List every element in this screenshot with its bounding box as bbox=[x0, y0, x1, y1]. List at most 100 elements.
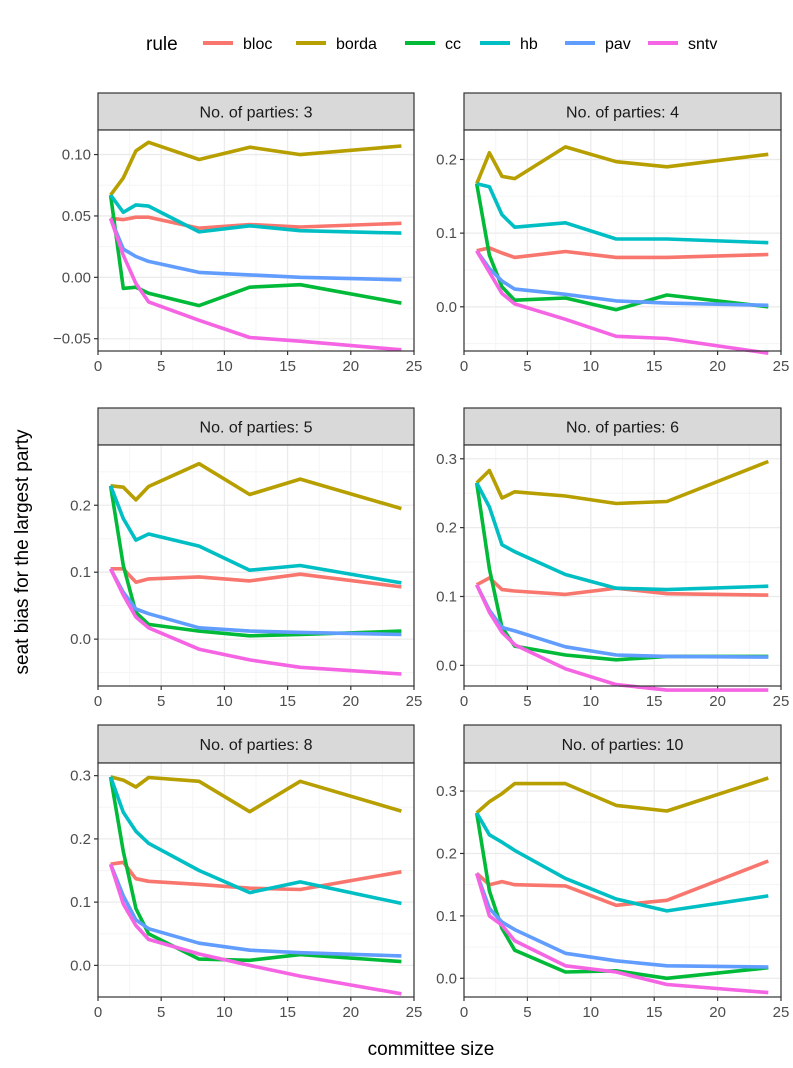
legend-entry-sntv: sntv bbox=[648, 36, 717, 53]
x-tick-label: 0 bbox=[94, 1004, 102, 1021]
legend-label-cc: cc bbox=[445, 36, 461, 53]
x-tick-label: 5 bbox=[157, 693, 165, 710]
panel-strip bbox=[463, 92, 782, 131]
panel-border bbox=[463, 762, 782, 998]
legend-title: rule bbox=[146, 34, 178, 55]
panel-border bbox=[97, 444, 415, 687]
panel-title: No. of parties: 6 bbox=[566, 420, 679, 437]
x-tick-label: 25 bbox=[406, 358, 423, 375]
x-tick-label: 25 bbox=[773, 693, 790, 710]
x-tick-label: 10 bbox=[216, 1004, 233, 1021]
x-tick-label: 10 bbox=[216, 358, 233, 375]
x-tick-label: 5 bbox=[523, 358, 531, 375]
x-tick-label: 10 bbox=[582, 358, 599, 375]
series-line-pav bbox=[108, 217, 402, 282]
series-line-hb bbox=[108, 776, 402, 906]
legend-label-sntv: sntv bbox=[688, 36, 717, 53]
panel-1: No. of parties: 3 0 5 10 15 20 25 −0.05 0.00 0.05… bbox=[53, 92, 423, 375]
legend-label-hb: hb bbox=[520, 36, 538, 53]
legend-entry-cc: cc bbox=[405, 36, 461, 53]
y-tick-label: 0.1 bbox=[70, 564, 91, 581]
series-line-borda bbox=[110, 461, 402, 511]
panel-6: No. of parties: 10 0 5 10 15 20 25 0.0 0.1 0.2 0.3 bbox=[436, 724, 790, 1021]
series-line-sntv bbox=[108, 568, 402, 676]
series-line-cc bbox=[474, 183, 769, 312]
y-tick-label: 0.0 bbox=[70, 957, 91, 974]
panel-title: No. of parties: 5 bbox=[200, 420, 313, 437]
legend-entry-pav: pav bbox=[565, 36, 631, 53]
y-tick-label: 0.3 bbox=[436, 783, 457, 800]
y-tick-label: 0.0 bbox=[436, 657, 457, 674]
y-tick-label: 0.2 bbox=[436, 845, 457, 862]
x-tick-label: 5 bbox=[523, 1004, 531, 1021]
series-line-sntv bbox=[475, 584, 769, 692]
x-tick-label: 0 bbox=[460, 358, 468, 375]
series-line-sntv bbox=[475, 249, 769, 355]
legend-entry-hb: hb bbox=[480, 36, 538, 53]
x-tick-label: 15 bbox=[646, 693, 663, 710]
panel-title: No. of parties: 8 bbox=[200, 737, 313, 754]
y-tick-label: 0.3 bbox=[436, 451, 457, 468]
series-line-borda bbox=[109, 140, 402, 197]
series-line-sntv bbox=[474, 872, 769, 995]
x-tick-label: 20 bbox=[342, 693, 359, 710]
x-tick-label: 5 bbox=[157, 358, 165, 375]
legend-label-pav: pav bbox=[605, 36, 631, 53]
x-tick-label: 0 bbox=[460, 693, 468, 710]
x-tick-label: 0 bbox=[94, 693, 102, 710]
y-tick-label: 0.1 bbox=[436, 908, 457, 925]
legend-label-bloc: bloc bbox=[243, 36, 272, 53]
y-tick-label: 0.2 bbox=[70, 497, 91, 514]
x-tick-label: 20 bbox=[342, 1004, 359, 1021]
x-tick-label: 0 bbox=[460, 1004, 468, 1021]
series-line-borda bbox=[475, 776, 769, 815]
y-tick-label: −0.05 bbox=[53, 331, 91, 348]
series-line-pav bbox=[475, 872, 769, 969]
y-tick-label: 0.1 bbox=[436, 588, 457, 605]
series-line-borda bbox=[475, 145, 769, 185]
x-tick-label: 5 bbox=[157, 1004, 165, 1021]
series-line-bloc bbox=[475, 859, 769, 908]
legend-entry-bloc: bloc bbox=[203, 36, 272, 53]
y-tick-label: 0.3 bbox=[70, 768, 91, 785]
y-tick-label: 0.0 bbox=[436, 299, 457, 316]
panels: No. of parties: 30 5 10 15 20 25−0.050.000.05… bbox=[53, 92, 790, 1021]
y-tick-label: 0.0 bbox=[436, 970, 457, 987]
series-line-borda bbox=[110, 775, 402, 814]
x-tick-label: 20 bbox=[709, 1004, 726, 1021]
x-tick-label: 15 bbox=[279, 1004, 296, 1021]
x-tick-label: 10 bbox=[582, 1004, 599, 1021]
series-line-pav bbox=[475, 249, 769, 308]
x-tick-label: 15 bbox=[646, 358, 663, 375]
series-line-bloc bbox=[476, 246, 769, 260]
x-tick-label: 5 bbox=[523, 693, 531, 710]
x-tick-label: 15 bbox=[279, 693, 296, 710]
y-tick-label: 0.2 bbox=[436, 520, 457, 537]
legend-entry-borda: borda bbox=[296, 36, 377, 53]
series-line-cc bbox=[108, 194, 402, 308]
y-axis-title: seat bias for the largest party bbox=[12, 429, 33, 675]
series-line-bloc bbox=[110, 215, 402, 230]
y-tick-label: 0.1 bbox=[436, 225, 457, 242]
panel-3: No. of parties: 5 0 5 10 15 20 25 0.0 0.1 0.2 bbox=[70, 407, 422, 710]
panel-title: No. of parties: 10 bbox=[562, 737, 684, 754]
x-tick-label: 10 bbox=[216, 693, 233, 710]
x-axis-title: committee size bbox=[368, 1039, 495, 1060]
panel-border bbox=[463, 444, 782, 687]
x-tick-label: 15 bbox=[279, 358, 296, 375]
y-tick-label: 0.05 bbox=[62, 208, 91, 225]
series-line-cc bbox=[108, 485, 402, 638]
series-line-hb bbox=[109, 194, 402, 235]
x-tick-label: 10 bbox=[582, 693, 599, 710]
panel-border bbox=[97, 762, 415, 998]
legend-label-borda: borda bbox=[336, 36, 377, 53]
x-tick-label: 20 bbox=[342, 358, 359, 375]
series-line-hb bbox=[475, 482, 769, 592]
y-tick-label: 0.2 bbox=[70, 831, 91, 848]
series-line-hb bbox=[108, 485, 402, 585]
y-tick-label: 0.2 bbox=[436, 151, 457, 168]
x-tick-label: 25 bbox=[773, 1004, 790, 1021]
legend: rule bloc borda cc hb pav sntv bbox=[146, 34, 717, 55]
y-tick-label: 0.1 bbox=[70, 894, 91, 911]
